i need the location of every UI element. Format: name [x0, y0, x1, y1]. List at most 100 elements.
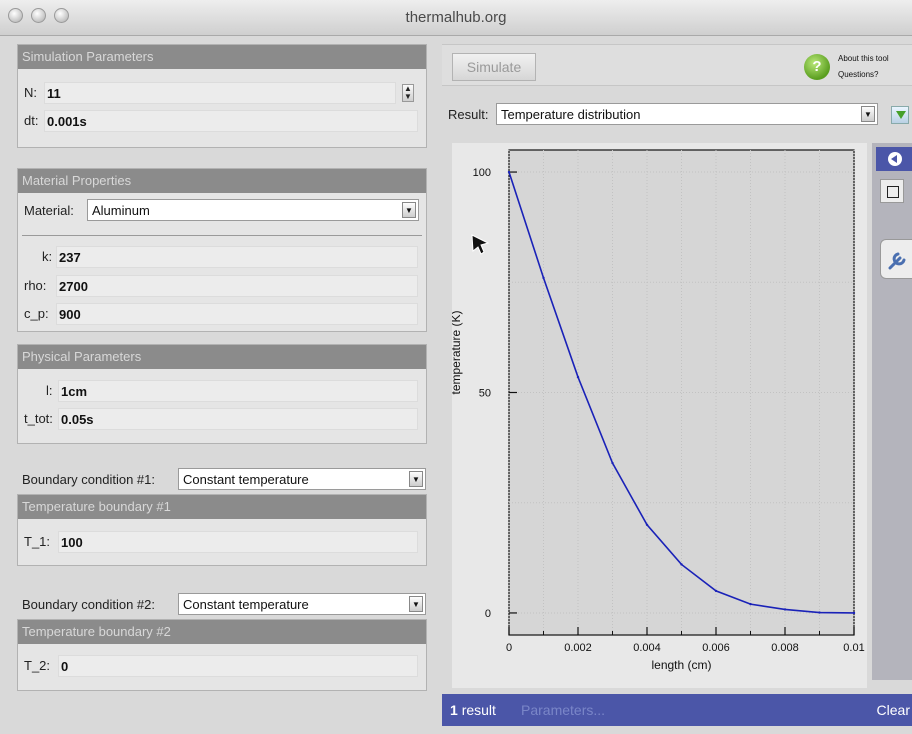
l-row: l: 1cm	[18, 380, 426, 402]
plot-area: 0 0.002 0.004 0.006 0.008 0.01 0 50 100 length (c…	[449, 143, 867, 688]
y-tick-label: 50	[479, 388, 491, 400]
temperature-chart: 0 0.002 0.004 0.006 0.008 0.01 0 50 100 length (c…	[449, 149, 865, 672]
l-field[interactable]: 1cm	[58, 380, 418, 402]
boundary1-label: Boundary condition #1:	[22, 472, 155, 487]
dt-label: dt:	[24, 113, 39, 128]
x-tick-label: 0.002	[564, 642, 592, 654]
simulate-button[interactable]: Simulate	[452, 53, 536, 81]
y-tick-label: 100	[473, 167, 491, 179]
temperature-boundary2-header: Temperature boundary #2	[18, 620, 426, 644]
window-titlebar: thermalhub.org	[0, 0, 912, 36]
material-properties-header: Material Properties	[18, 169, 426, 193]
minimize-window-button[interactable]	[31, 8, 46, 23]
boundary2-select-value: Constant temperature	[183, 597, 309, 612]
result-select-value: Temperature distribution	[501, 107, 641, 122]
temperature-boundary1-header: Temperature boundary #1	[18, 495, 426, 519]
n-row: N: 11 ▲ ▼	[18, 82, 426, 104]
chevron-down-icon: ▼	[409, 596, 423, 612]
wrench-icon-graphic	[888, 252, 906, 270]
result-count-number: 1	[450, 702, 458, 718]
material-divider	[22, 235, 422, 236]
download-icon[interactable]	[891, 106, 909, 124]
data-point	[680, 563, 683, 566]
k-field[interactable]: 237	[56, 246, 418, 268]
mouse-pointer-icon	[471, 234, 490, 255]
square-icon[interactable]	[880, 179, 904, 203]
t2-label: T_2:	[24, 658, 51, 673]
x-axis-label: length (cm)	[651, 658, 711, 672]
x-tick-label: 0	[506, 642, 512, 654]
ttot-field[interactable]: 0.05s	[58, 408, 418, 430]
help-icon[interactable]: ?	[804, 54, 830, 80]
collapse-sidebar-button[interactable]	[876, 147, 912, 171]
boundary2-select[interactable]: Constant temperature ▼	[178, 593, 426, 615]
temperature-boundary2-panel: Temperature boundary #2 T_2: 0	[17, 619, 427, 691]
result-count-word: result	[461, 702, 496, 718]
result-select[interactable]: Temperature distribution ▼	[496, 103, 878, 125]
cp-field[interactable]: 900	[56, 303, 418, 325]
material-label: Material:	[24, 203, 74, 218]
t1-field[interactable]: 100	[58, 531, 418, 553]
t2-row: T_2: 0	[18, 655, 426, 677]
status-bar: 1 result Parameters... Clear	[442, 694, 912, 726]
data-point	[852, 611, 856, 615]
boundary1-select-value: Constant temperature	[183, 472, 309, 487]
boundary1-select[interactable]: Constant temperature ▼	[178, 468, 426, 490]
t1-row: T_1: 100	[18, 531, 426, 553]
n-field[interactable]: 11	[44, 82, 396, 104]
n-label: N:	[24, 85, 37, 100]
cp-row: c_p: 900	[18, 303, 426, 325]
window-title: thermalhub.org	[405, 9, 507, 26]
rho-row: rho: 2700	[18, 275, 426, 297]
data-point	[542, 276, 545, 280]
about-tool-link[interactable]: About this tool	[838, 54, 889, 63]
dt-row: dt: 0.001s	[18, 110, 426, 132]
x-tick-label: 0.008	[771, 642, 799, 654]
data-point	[507, 170, 511, 174]
data-point	[783, 608, 787, 611]
ttot-row: t_tot: 0.05s	[18, 408, 426, 430]
t2-field[interactable]: 0	[58, 655, 418, 677]
wrench-icon[interactable]	[880, 239, 912, 279]
chevron-down-icon: ▼	[861, 106, 875, 122]
data-point	[749, 602, 752, 606]
result-label: Result:	[448, 107, 489, 122]
t1-label: T_1:	[24, 534, 51, 549]
rho-field[interactable]: 2700	[56, 275, 418, 297]
n-stepper[interactable]: ▲ ▼	[402, 84, 414, 102]
material-properties-panel: Material Properties Material: Aluminum ▼…	[17, 168, 427, 332]
toolbar: Simulate ? About this tool Questions?	[442, 44, 912, 86]
chevron-down-icon: ▼	[409, 471, 423, 487]
dt-field[interactable]: 0.001s	[44, 110, 418, 132]
data-point	[714, 589, 718, 593]
ttot-label: t_tot:	[24, 411, 53, 426]
rho-label: rho:	[24, 278, 47, 293]
result-count: 1 result	[450, 702, 496, 718]
x-tick-label: 0.004	[633, 642, 661, 654]
y-tick-label: 0	[485, 608, 491, 620]
data-point	[611, 461, 614, 465]
result-sidebar	[872, 143, 912, 680]
cp-label: c_p:	[24, 306, 49, 321]
material-select[interactable]: Aluminum ▼	[87, 199, 419, 221]
k-row: k: 237	[18, 246, 426, 268]
simulation-parameters-header: Simulation Parameters	[18, 45, 426, 69]
data-point	[818, 611, 821, 614]
l-label: l:	[46, 383, 53, 398]
x-tick-label: 0.006	[702, 642, 730, 654]
close-window-button[interactable]	[8, 8, 23, 23]
physical-parameters-header: Physical Parameters	[18, 345, 426, 369]
material-select-value: Aluminum	[92, 203, 150, 218]
x-tick-label: 0.01	[843, 642, 864, 654]
clear-button[interactable]: Clear	[876, 702, 910, 718]
zoom-window-button[interactable]	[54, 8, 69, 23]
k-label: k:	[42, 249, 53, 264]
questions-link[interactable]: Questions?	[838, 70, 879, 79]
simulation-parameters-panel: Simulation Parameters N: 11 ▲ ▼ dt: 0.001…	[17, 44, 427, 148]
physical-parameters-panel: Physical Parameters l: 1cm t_tot: 0.05s	[17, 344, 427, 444]
boundary2-label: Boundary condition #2:	[22, 597, 155, 612]
data-point	[645, 523, 649, 526]
chevron-down-icon: ▼	[402, 202, 416, 218]
arrow-left-icon	[888, 152, 902, 166]
parameters-link[interactable]: Parameters...	[521, 702, 606, 718]
